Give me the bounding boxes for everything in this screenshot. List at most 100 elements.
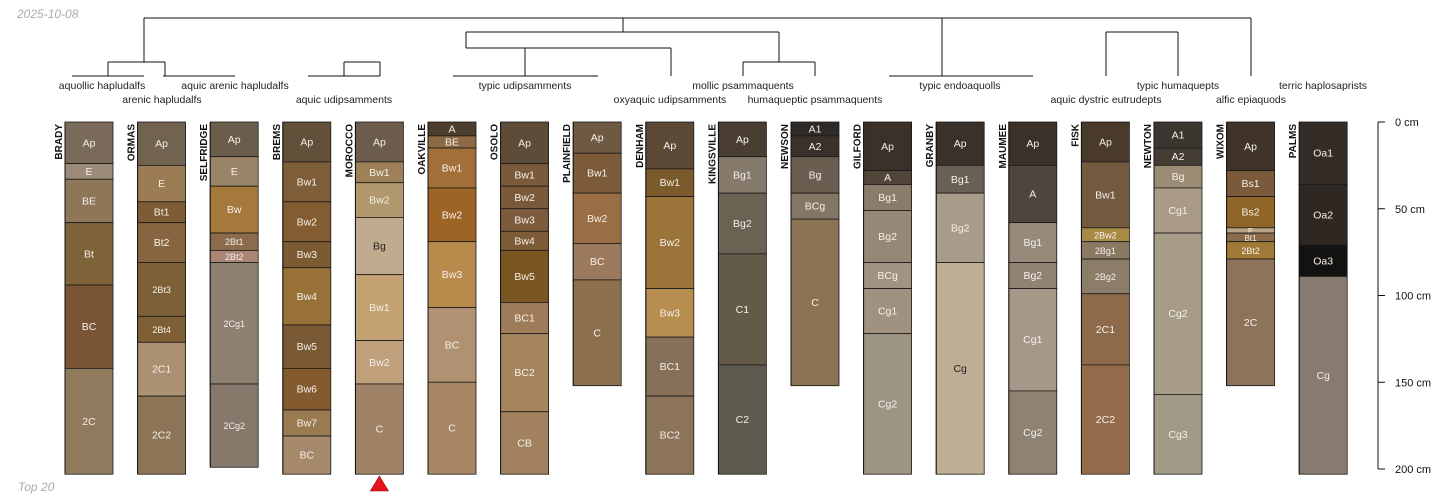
horizon-label: Ap <box>1026 138 1039 150</box>
horizon <box>863 184 912 211</box>
horizon-label: BC2 <box>514 367 535 379</box>
horizon <box>1298 184 1348 246</box>
horizon-label: Ap <box>591 132 604 144</box>
horizon-label: Ap <box>228 134 241 146</box>
horizon-label: BC <box>445 339 460 351</box>
taxonomy-label: typic endoaquolls <box>919 80 1000 92</box>
profile-name: NEWTON <box>1143 124 1154 168</box>
horizon <box>64 367 114 475</box>
taxonomy-label: aquic arenic hapludalfs <box>181 80 288 92</box>
horizon-label: Bw1 <box>660 177 681 189</box>
horizon-label: Bg2 <box>951 222 970 234</box>
depth-tick-label: 50 cm <box>1395 204 1425 216</box>
horizon-label: Bw1 <box>297 176 318 188</box>
horizon <box>718 192 767 255</box>
horizon-label: A <box>448 123 455 135</box>
depth-tick-label: 100 cm <box>1395 291 1431 303</box>
horizon-label: 2Cg2 <box>223 421 245 431</box>
horizon-label: Bg1 <box>951 174 970 186</box>
profile-name: NEWSON <box>780 124 791 169</box>
horizon <box>645 196 695 289</box>
profile-plainfield: Ap Bw1 Bw2 BC C PLAINFIELD <box>562 121 622 387</box>
depth-tick-label: 200 cm <box>1395 464 1431 476</box>
profile-name: BREMS <box>272 124 283 160</box>
horizon <box>427 147 477 189</box>
marker-group <box>369 475 389 492</box>
horizon-label: Ap <box>300 136 313 148</box>
profile-maumee: Ap A Bg1 Bg2 Cg1 Cg2 MAUMEE <box>998 121 1058 475</box>
horizon-label: CB <box>517 437 532 449</box>
horizon-label: Bw3 <box>442 269 463 281</box>
horizon <box>1008 288 1058 392</box>
horizon <box>572 279 622 387</box>
horizon-label: Ap <box>736 134 749 146</box>
horizon <box>935 164 985 194</box>
horizon-label: Bg <box>809 169 822 181</box>
horizon-label: 2Bt1 <box>225 237 244 247</box>
profile-osolo: Ap Bw1 Bw2 Bw3 Bw4 Bw5 BC1 BC2 CB OSOLO <box>490 121 550 475</box>
profile-gilford: Ap A Bg1 Bg2 BCg Cg1 Cg2 GILFORD <box>853 121 912 475</box>
horizon-label: Bg <box>373 241 386 253</box>
horizon-label: 2C <box>1244 317 1258 329</box>
horizon-label: Bt2 <box>154 237 170 249</box>
horizon-label: 2Bt2 <box>1241 246 1260 256</box>
horizon-label: C <box>376 424 384 436</box>
horizon <box>645 395 695 475</box>
horizon-label: Bw2 <box>297 216 318 228</box>
profile-kingsville: Ap Bg1 Bg2 C1 C2 KINGSVILLE <box>707 121 767 475</box>
horizon-label: Bg1 <box>1023 237 1042 249</box>
horizon-label: Bw2 <box>369 195 390 207</box>
profile-name: PLAINFIELD <box>562 124 573 183</box>
horizon-label: Ap <box>1099 136 1112 148</box>
horizon <box>1298 244 1348 277</box>
taxonomy-label: arenic hapludalfs <box>122 94 201 106</box>
depth-axis: 0 cm 50 cm 100 cm 150 cm 200 cm <box>1377 117 1431 476</box>
horizon-label: 2C1 <box>152 364 171 376</box>
profile-name: DENHAM <box>635 124 646 168</box>
horizon-label: Bw1 <box>442 162 463 174</box>
footer-label: Top 20 <box>18 480 55 494</box>
horizon <box>863 121 912 171</box>
depth-tick-label: 150 cm <box>1395 377 1431 389</box>
horizon-label: Ap <box>518 137 531 149</box>
horizon <box>645 168 695 198</box>
horizon <box>282 241 332 269</box>
profile-newton: A1 A2 Bg Cg1 Cg2 Cg3 NEWTON <box>1143 121 1203 475</box>
horizon-label: 2Cg1 <box>223 319 245 329</box>
horizon-label: A2 <box>1172 151 1185 163</box>
horizon-label: Bg2 <box>733 218 752 230</box>
horizon-label: Cg2 <box>878 398 897 410</box>
horizon <box>500 302 550 335</box>
profile-denham: Ap Bw1 Bw2 Bw3 BC1 BC2 DENHAM <box>635 121 695 475</box>
marker-triangle-icon <box>369 475 389 492</box>
horizon <box>282 161 332 203</box>
profile-palms: Oa1 Oa2 Oa3 Cg PALMS <box>1288 121 1348 475</box>
horizon <box>935 262 985 475</box>
horizon-label: C <box>448 423 456 435</box>
taxonomy-label: typic udipsamments <box>479 80 572 92</box>
horizon <box>209 262 259 385</box>
horizon-label: Ap <box>373 136 386 148</box>
horizon-label: Ap <box>1244 141 1257 153</box>
horizon-label: A2 <box>809 141 822 153</box>
taxonomy-label: typic humaquepts <box>1137 80 1219 92</box>
horizon-label: Bw <box>227 204 242 216</box>
depth-tick-label: 0 cm <box>1395 117 1419 129</box>
profile-fisk: Ap Bw1 2Bw2 2Bg1 2Bg2 2C1 2C2 FISK <box>1070 121 1130 475</box>
horizon <box>1081 121 1130 163</box>
horizon <box>64 222 114 286</box>
horizon-label: Bw3 <box>660 307 681 319</box>
horizon-label: Bw1 <box>587 168 608 180</box>
horizon <box>64 284 114 369</box>
horizon <box>427 241 477 309</box>
horizon <box>137 121 187 166</box>
horizon <box>282 409 332 437</box>
horizon-label: A1 <box>809 123 822 135</box>
profile-name: OAKVILLE <box>417 124 428 175</box>
horizon <box>209 383 259 468</box>
horizon-label: E <box>1248 227 1253 236</box>
horizon-label: BC <box>590 256 605 268</box>
